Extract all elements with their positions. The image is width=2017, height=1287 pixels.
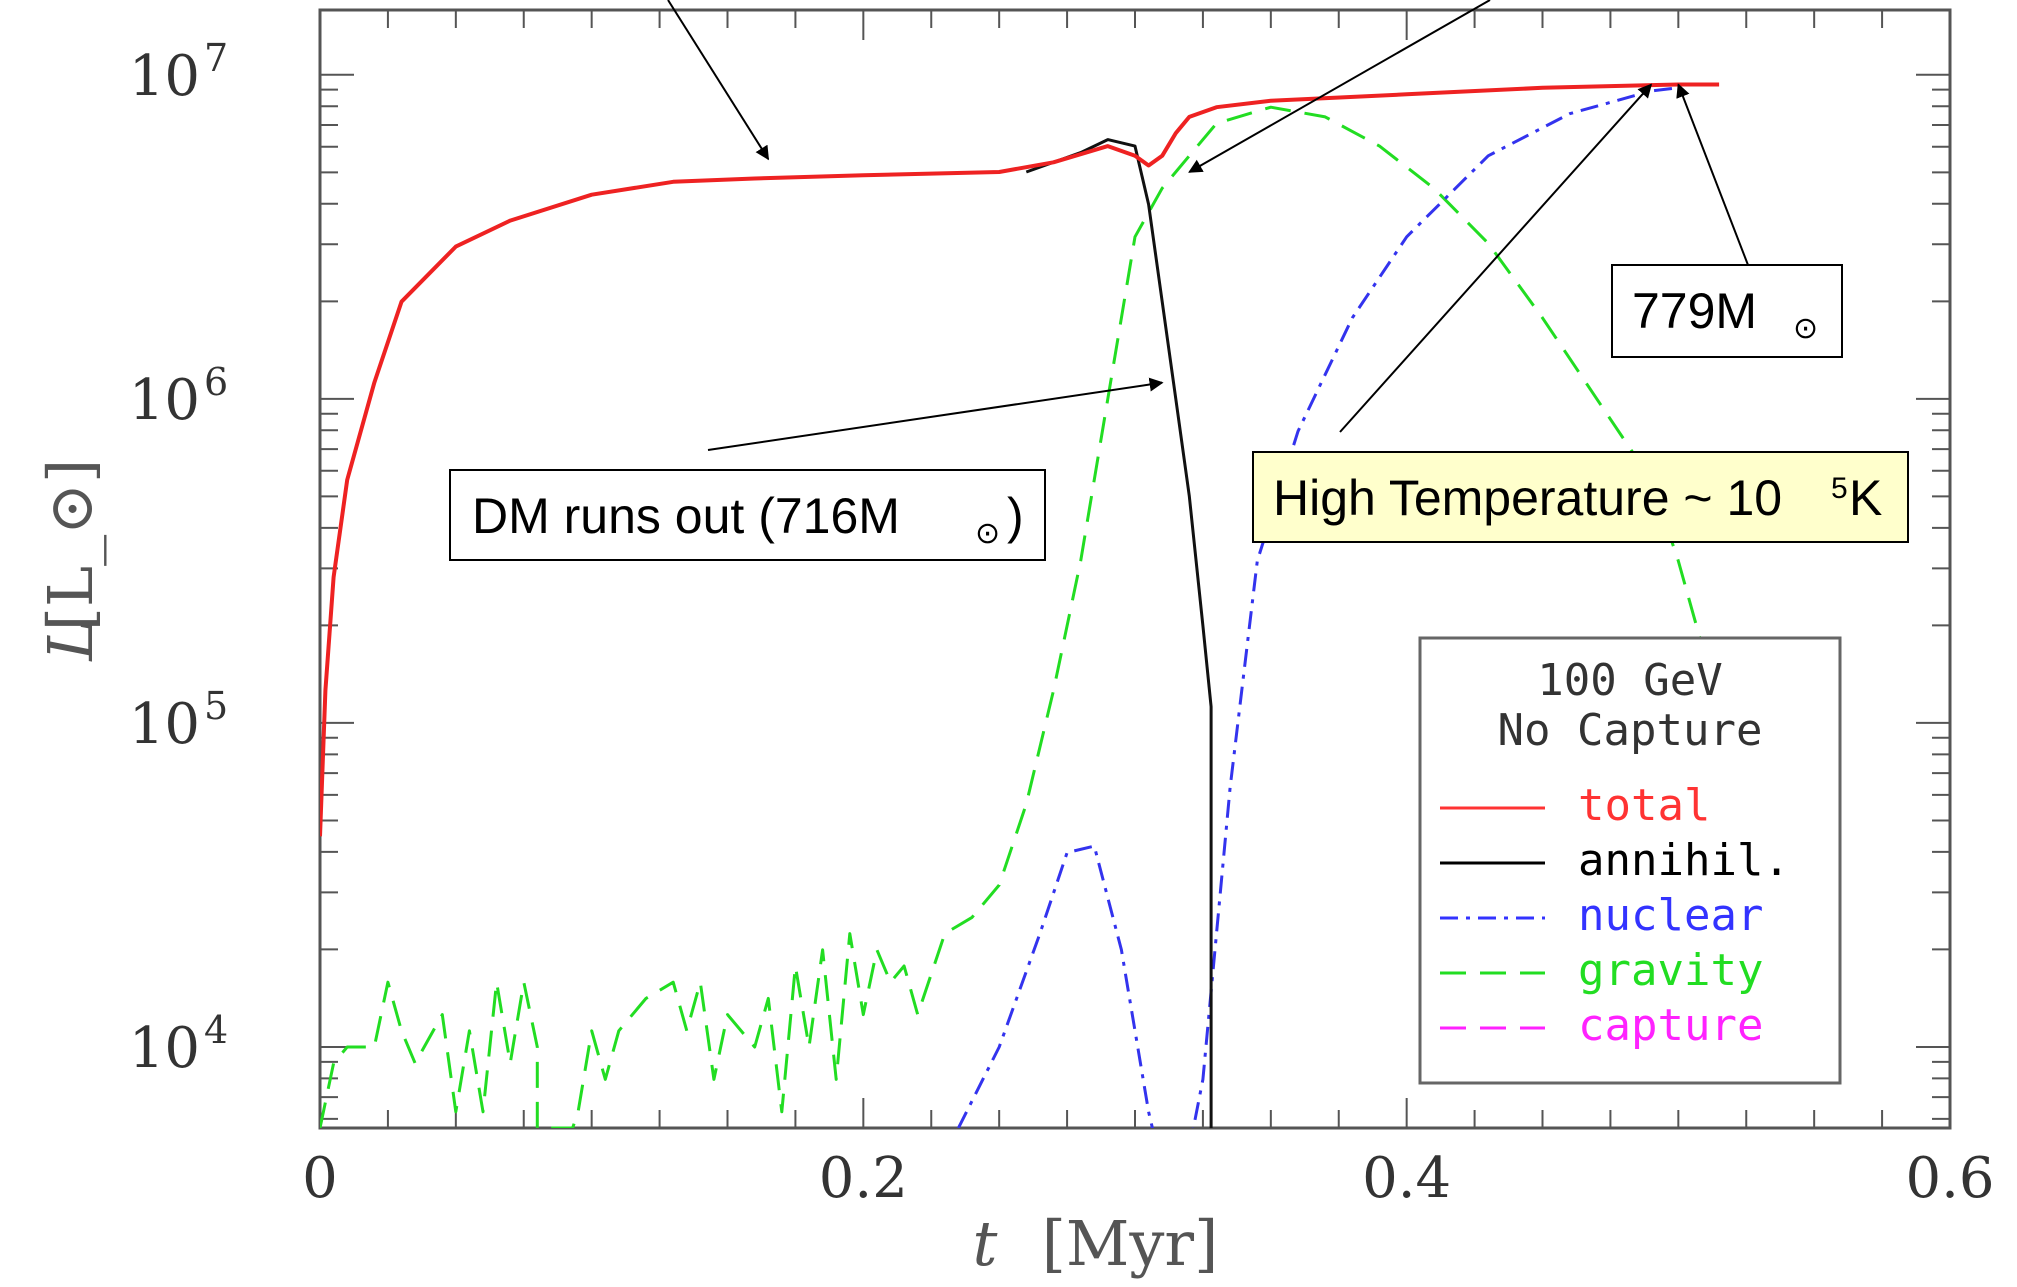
legend-label-capture: capture bbox=[1578, 1000, 1763, 1051]
callout-779: 779M ⊙ bbox=[1611, 264, 1843, 358]
callout-dm-runs-out: DM runs out (716M ⊙ ) bbox=[449, 469, 1046, 561]
arrow-offscreen-dip bbox=[1188, 0, 1491, 173]
y-tick-label-exponent: 4 bbox=[204, 1008, 228, 1052]
arrow-779 bbox=[1676, 83, 1749, 266]
legend-title-line-2: No Capture bbox=[1498, 705, 1763, 756]
x-axis-label: t bbox=[973, 1207, 998, 1280]
series-line-total bbox=[320, 82, 1720, 837]
legend-label-nuclear: nuclear bbox=[1578, 890, 1763, 941]
legend-title-line-1: 100 GeV bbox=[1537, 655, 1722, 706]
callout-high-temperature-suffix: K bbox=[1849, 470, 1882, 526]
callout-high-temperature-box bbox=[1252, 451, 1909, 543]
callout-779-box bbox=[1611, 264, 1843, 358]
y-axis-label: L bbox=[34, 619, 107, 661]
series-layer bbox=[320, 82, 1720, 1128]
callout-dm-runs-out-suffix: ) bbox=[1007, 488, 1024, 544]
callout-dm-runs-out-text: DM runs out (716M bbox=[472, 488, 900, 544]
legend-label-gravity: gravity bbox=[1578, 945, 1763, 996]
x-tick-label: 0.6 bbox=[1905, 1146, 1994, 1211]
x-tick-label: 0.4 bbox=[1362, 1146, 1451, 1211]
y-tick-label-base: 10 bbox=[129, 692, 200, 757]
x-tick-label: 0 bbox=[302, 1146, 338, 1211]
arrow-high-temperature bbox=[1339, 83, 1653, 433]
series-line-gravity bbox=[320, 105, 1707, 1128]
series-line-nuclear bbox=[957, 86, 1679, 1128]
y-tick-label-base: 10 bbox=[129, 368, 200, 433]
y-axis-unit: [L_⊙] bbox=[34, 459, 107, 632]
callout-dm-runs-out-box bbox=[449, 469, 1046, 561]
callout-high-temperature-text: High Temperature ~ 10 bbox=[1273, 470, 1782, 526]
legend-label-total: total bbox=[1578, 780, 1710, 831]
arrow-dm-runs-out bbox=[707, 377, 1164, 451]
callout-high-temperature-sup: 5 bbox=[1831, 472, 1848, 505]
y-tick-label: 10 6 bbox=[129, 360, 228, 433]
legend-label-annihil: annihil. bbox=[1578, 835, 1790, 886]
callout-779-text: 779M bbox=[1632, 283, 1757, 339]
annotation-arrows bbox=[667, 0, 1749, 451]
y-tick-label-exponent: 6 bbox=[204, 360, 228, 404]
x-tick-labels: 0 0.2 0.4 0.6 bbox=[302, 1146, 1994, 1211]
y-tick-label: 10 4 bbox=[129, 1008, 228, 1081]
y-tick-label-exponent: 5 bbox=[204, 684, 228, 728]
x-tick-label: 0.2 bbox=[819, 1146, 908, 1211]
y-tick-label-base: 10 bbox=[129, 1016, 200, 1081]
arrow-offscreen-total bbox=[667, 0, 770, 161]
y-tick-label: 10 5 bbox=[129, 684, 228, 757]
callout-high-temperature: High Temperature ~ 10 5 K bbox=[1252, 451, 1909, 543]
callout-dm-runs-out-sun: ⊙ bbox=[975, 517, 1000, 550]
y-tick-label: 10 7 bbox=[129, 36, 228, 109]
legend-box bbox=[1418, 636, 1842, 1085]
y-tick-label-base: 10 bbox=[129, 44, 200, 109]
y-tick-label-exponent: 7 bbox=[204, 36, 228, 80]
x-axis-unit: [Myr] bbox=[1042, 1207, 1219, 1280]
series-line-annihil bbox=[1025, 138, 1213, 1128]
callout-779-sun: ⊙ bbox=[1793, 312, 1818, 345]
legend: 100 GeV No Capture totalannihil.nuclearg… bbox=[1418, 636, 1842, 1085]
